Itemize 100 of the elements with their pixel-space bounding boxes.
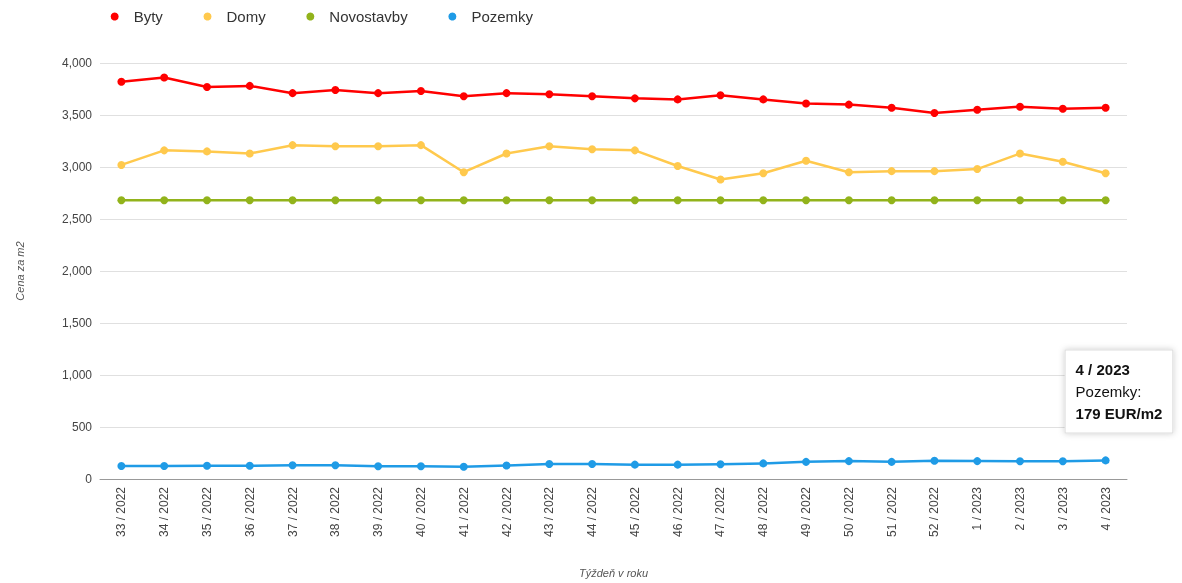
point bbox=[416, 141, 425, 150]
point bbox=[930, 167, 939, 176]
point bbox=[588, 92, 597, 101]
point bbox=[416, 87, 425, 96]
y-tick-label: 1,000 bbox=[61, 368, 93, 382]
x-tick-label: 41 / 2022 bbox=[456, 486, 471, 538]
point bbox=[1016, 149, 1025, 158]
point bbox=[588, 145, 597, 154]
x-tick-label: 38 / 2022 bbox=[328, 486, 343, 538]
point bbox=[930, 108, 939, 117]
point bbox=[245, 461, 254, 470]
x-tick-label: 36 / 2022 bbox=[242, 486, 257, 538]
point bbox=[802, 156, 811, 165]
legend-label: Domy bbox=[226, 8, 267, 25]
y-axis-title: Cena za m2 bbox=[13, 241, 26, 301]
point bbox=[802, 99, 811, 108]
point bbox=[117, 462, 126, 470]
point bbox=[1058, 457, 1067, 466]
point bbox=[588, 196, 597, 205]
x-tick-label: 35 / 2022 bbox=[199, 486, 214, 538]
point bbox=[374, 196, 383, 205]
point bbox=[502, 89, 511, 98]
point bbox=[887, 457, 896, 466]
point bbox=[973, 457, 982, 466]
point bbox=[459, 168, 468, 177]
point bbox=[844, 168, 853, 177]
point bbox=[588, 459, 597, 468]
point bbox=[160, 146, 169, 155]
legend-label: Byty bbox=[133, 8, 164, 25]
x-tick-label: 43 / 2022 bbox=[542, 486, 557, 538]
point bbox=[844, 196, 853, 205]
x-tick-label: 3 / 2023 bbox=[1055, 486, 1070, 531]
point bbox=[331, 461, 340, 470]
point bbox=[117, 196, 126, 205]
point bbox=[802, 457, 811, 466]
y-tick-label: 4,000 bbox=[61, 56, 93, 70]
point bbox=[459, 92, 468, 101]
point bbox=[930, 196, 939, 205]
y-tick-label: 0 bbox=[85, 472, 93, 486]
point bbox=[759, 196, 768, 205]
point bbox=[545, 459, 554, 468]
y-tick-label: 3,500 bbox=[61, 108, 93, 122]
point bbox=[716, 196, 725, 205]
point bbox=[759, 459, 768, 468]
x-tick-label: 37 / 2022 bbox=[285, 486, 300, 538]
point bbox=[1016, 102, 1025, 111]
point bbox=[673, 196, 682, 205]
x-tick-label: 50 / 2022 bbox=[841, 486, 856, 538]
point bbox=[1016, 196, 1025, 205]
x-tick-label: 40 / 2022 bbox=[413, 486, 428, 538]
point bbox=[673, 460, 682, 469]
point bbox=[673, 95, 682, 104]
point bbox=[374, 89, 383, 98]
x-tick-label: 42 / 2022 bbox=[499, 486, 514, 538]
point bbox=[1016, 457, 1025, 466]
point bbox=[202, 461, 211, 470]
point bbox=[502, 149, 511, 158]
point bbox=[887, 196, 896, 205]
x-tick-label: 51 / 2022 bbox=[884, 486, 899, 538]
point bbox=[973, 105, 982, 114]
point bbox=[202, 82, 211, 91]
point bbox=[887, 103, 896, 112]
point bbox=[545, 90, 554, 99]
point bbox=[459, 462, 468, 471]
point bbox=[374, 142, 383, 151]
point bbox=[245, 81, 254, 90]
point bbox=[1058, 157, 1067, 166]
point bbox=[1058, 104, 1067, 113]
point bbox=[716, 460, 725, 469]
point bbox=[160, 73, 169, 82]
point bbox=[716, 175, 725, 184]
point bbox=[331, 196, 340, 205]
point bbox=[1058, 196, 1067, 205]
point bbox=[930, 456, 939, 465]
point bbox=[973, 165, 982, 174]
point bbox=[630, 94, 639, 103]
point bbox=[502, 461, 511, 470]
point bbox=[202, 147, 211, 156]
legend-label: Pozemky bbox=[471, 8, 534, 25]
point bbox=[331, 142, 340, 151]
point bbox=[844, 100, 853, 109]
y-tick-label: 2,500 bbox=[61, 212, 93, 226]
point bbox=[630, 146, 639, 155]
point bbox=[759, 169, 768, 178]
point bbox=[887, 167, 896, 176]
point bbox=[545, 196, 554, 205]
point bbox=[160, 196, 169, 205]
point bbox=[716, 91, 725, 100]
point bbox=[331, 86, 340, 95]
point bbox=[630, 460, 639, 469]
y-tick-label: 500 bbox=[71, 420, 93, 434]
point bbox=[288, 196, 297, 205]
point bbox=[673, 161, 682, 170]
x-tick-label: 39 / 2022 bbox=[371, 486, 386, 538]
point bbox=[1101, 169, 1110, 178]
x-tick-label: 49 / 2022 bbox=[799, 486, 814, 538]
point bbox=[802, 196, 811, 205]
x-tick-label: 4 / 2023 bbox=[1098, 486, 1113, 531]
legend-label: Novostavby bbox=[329, 8, 409, 25]
point bbox=[416, 196, 425, 205]
